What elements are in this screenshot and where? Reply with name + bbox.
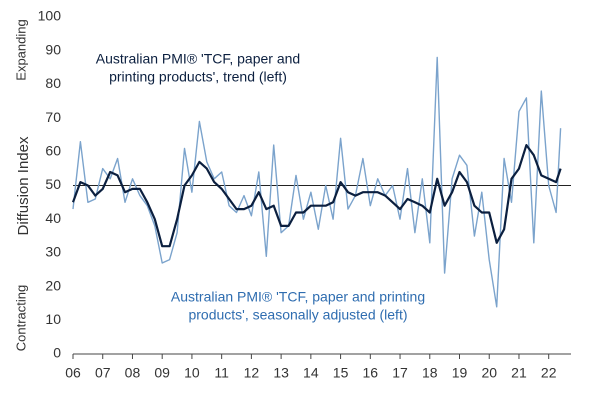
x-tick-label: 16 (363, 365, 379, 381)
annotation: printing products', trend (left) (109, 69, 287, 85)
y-tick-label: 10 (45, 311, 61, 327)
annotation: Australian PMI® 'TCF, paper and (96, 51, 300, 67)
series-line (71, 144, 562, 248)
y-tick-label: 30 (45, 244, 61, 260)
x-tick-label: 06 (65, 365, 81, 381)
y-tick-label: 40 (45, 210, 61, 226)
x-tick-label: 10 (184, 365, 200, 381)
x-tick-label: 11 (214, 365, 229, 381)
annotation: products', seasonally adjusted (left) (188, 307, 407, 323)
y-tick-label: 70 (45, 109, 61, 125)
y-tick-label: 100 (38, 8, 62, 24)
x-tick-label: 15 (333, 365, 349, 381)
x-tick-label: 12 (244, 365, 260, 381)
x-tick-label: 17 (392, 365, 408, 381)
y-axis-label: Diffusion Index (15, 136, 32, 235)
contracting-label: Contracting (13, 285, 28, 351)
x-tick-label: 09 (154, 365, 170, 381)
x-tick-label: 14 (303, 365, 319, 381)
x-tick-label: 19 (452, 365, 468, 381)
y-tick-label: 0 (53, 345, 61, 361)
y-tick-label: 80 (45, 75, 61, 91)
x-tick-label: 08 (125, 365, 141, 381)
x-tick-label: 21 (511, 365, 527, 381)
y-tick-label: 20 (45, 277, 61, 293)
x-tick-label: 20 (481, 365, 497, 381)
y-tick-label: 50 (45, 176, 61, 192)
x-tick-label: 07 (95, 365, 111, 381)
x-tick-label: 22 (541, 365, 557, 381)
x-tick-label: 13 (273, 365, 289, 381)
series-line (72, 56, 562, 308)
expanding-label: Expanding (13, 19, 28, 80)
x-tick-label: 18 (422, 365, 438, 381)
annotation: Australian PMI® 'TCF, paper and printing (171, 289, 425, 305)
y-tick-label: 90 (45, 41, 61, 57)
y-tick-label: 60 (45, 143, 61, 159)
